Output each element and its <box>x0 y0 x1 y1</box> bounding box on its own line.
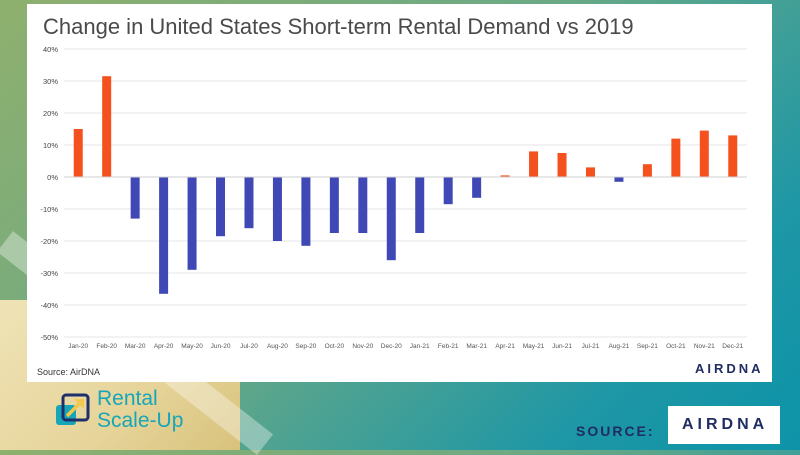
x-tick-label: Oct-20 <box>325 343 345 350</box>
bar <box>500 175 510 177</box>
bar <box>272 177 282 241</box>
x-tick-label: Mar-20 <box>125 343 146 350</box>
bar <box>187 177 197 270</box>
bar <box>585 167 595 177</box>
brand-name: Rental Scale-Up <box>97 388 183 432</box>
bar <box>301 177 311 246</box>
bar-chart: 40% 30% 20% 10% 0% -10% -20% -30% -40% -50% Jan-20… <box>40 45 747 350</box>
x-tick-label: May-21 <box>523 343 545 350</box>
footer-airdna-logo: AIRDNA <box>668 406 780 444</box>
x-tick-label: Jun-21 <box>552 343 572 350</box>
y-tick-label: 0% <box>47 173 58 182</box>
x-tick-label: Nov-20 <box>352 343 373 350</box>
x-tick-label: Jan-21 <box>410 343 430 350</box>
y-tick-label: -10% <box>40 205 58 214</box>
rental-scale-up-logo: Rental Scale-Up <box>55 388 235 433</box>
brand-name-line2: Scale-Up <box>97 409 184 432</box>
bar <box>614 177 624 182</box>
y-tick-label: -40% <box>40 301 58 310</box>
x-tick-label: Jan-20 <box>68 343 88 350</box>
bar <box>244 177 254 229</box>
chart-card: Change in United States Short-term Renta… <box>27 4 772 382</box>
bar <box>386 177 396 261</box>
x-tick-label: Dec-20 <box>381 343 402 350</box>
y-tick-label: -20% <box>40 237 58 246</box>
bar <box>73 129 83 177</box>
x-tick-label: Mar-21 <box>466 343 487 350</box>
y-tick-label: -30% <box>40 269 58 278</box>
y-tick-label: -50% <box>40 333 58 342</box>
x-tick-label: Nov-21 <box>694 343 715 350</box>
bar <box>699 130 709 177</box>
bar <box>642 164 652 177</box>
x-tick-label: Jun-20 <box>211 343 231 350</box>
x-tick-label: Sep-20 <box>295 343 316 350</box>
footer-airdna-logo-text: AIRDNA <box>682 416 769 433</box>
bar <box>329 177 339 233</box>
brand-name-line1: Rental <box>97 387 158 410</box>
x-tick-label: Apr-21 <box>495 343 515 350</box>
scale-up-arrow-icon <box>56 393 90 425</box>
bar <box>216 177 226 237</box>
bar <box>671 138 681 177</box>
chart-source-note: Source: AirDNA <box>37 367 101 377</box>
bar <box>472 177 482 198</box>
x-tick-label: Jul-21 <box>582 343 600 350</box>
x-tick-label: May-20 <box>181 343 203 350</box>
bar <box>443 177 453 205</box>
bar <box>130 177 140 219</box>
chart-airdna-logo: AIRDNA <box>695 361 764 376</box>
y-tick-label: 20% <box>43 109 58 118</box>
x-tick-label: Sep-21 <box>637 343 658 350</box>
bar <box>415 177 425 233</box>
x-tick-label: Jul-20 <box>240 343 258 350</box>
x-tick-label: Dec-21 <box>722 343 743 350</box>
x-tick-label: Apr-20 <box>154 343 174 350</box>
x-tick-label: Aug-20 <box>267 343 288 350</box>
bar <box>557 153 567 177</box>
bar <box>358 177 368 233</box>
footer-source-label: SOURCE: <box>576 423 655 439</box>
x-tick-label: Aug-21 <box>608 343 629 350</box>
x-tick-label: Feb-21 <box>438 343 459 350</box>
bar <box>728 135 738 177</box>
chart-title: Change in United States Short-term Renta… <box>43 14 634 39</box>
y-tick-label: 40% <box>43 45 58 54</box>
bar <box>102 76 112 177</box>
x-tick-label: Oct-21 <box>666 343 686 350</box>
bar <box>529 151 539 177</box>
x-tick-label: Feb-20 <box>96 343 117 350</box>
y-tick-label: 30% <box>43 77 58 86</box>
bar <box>159 177 169 294</box>
y-tick-label: 10% <box>43 141 58 150</box>
